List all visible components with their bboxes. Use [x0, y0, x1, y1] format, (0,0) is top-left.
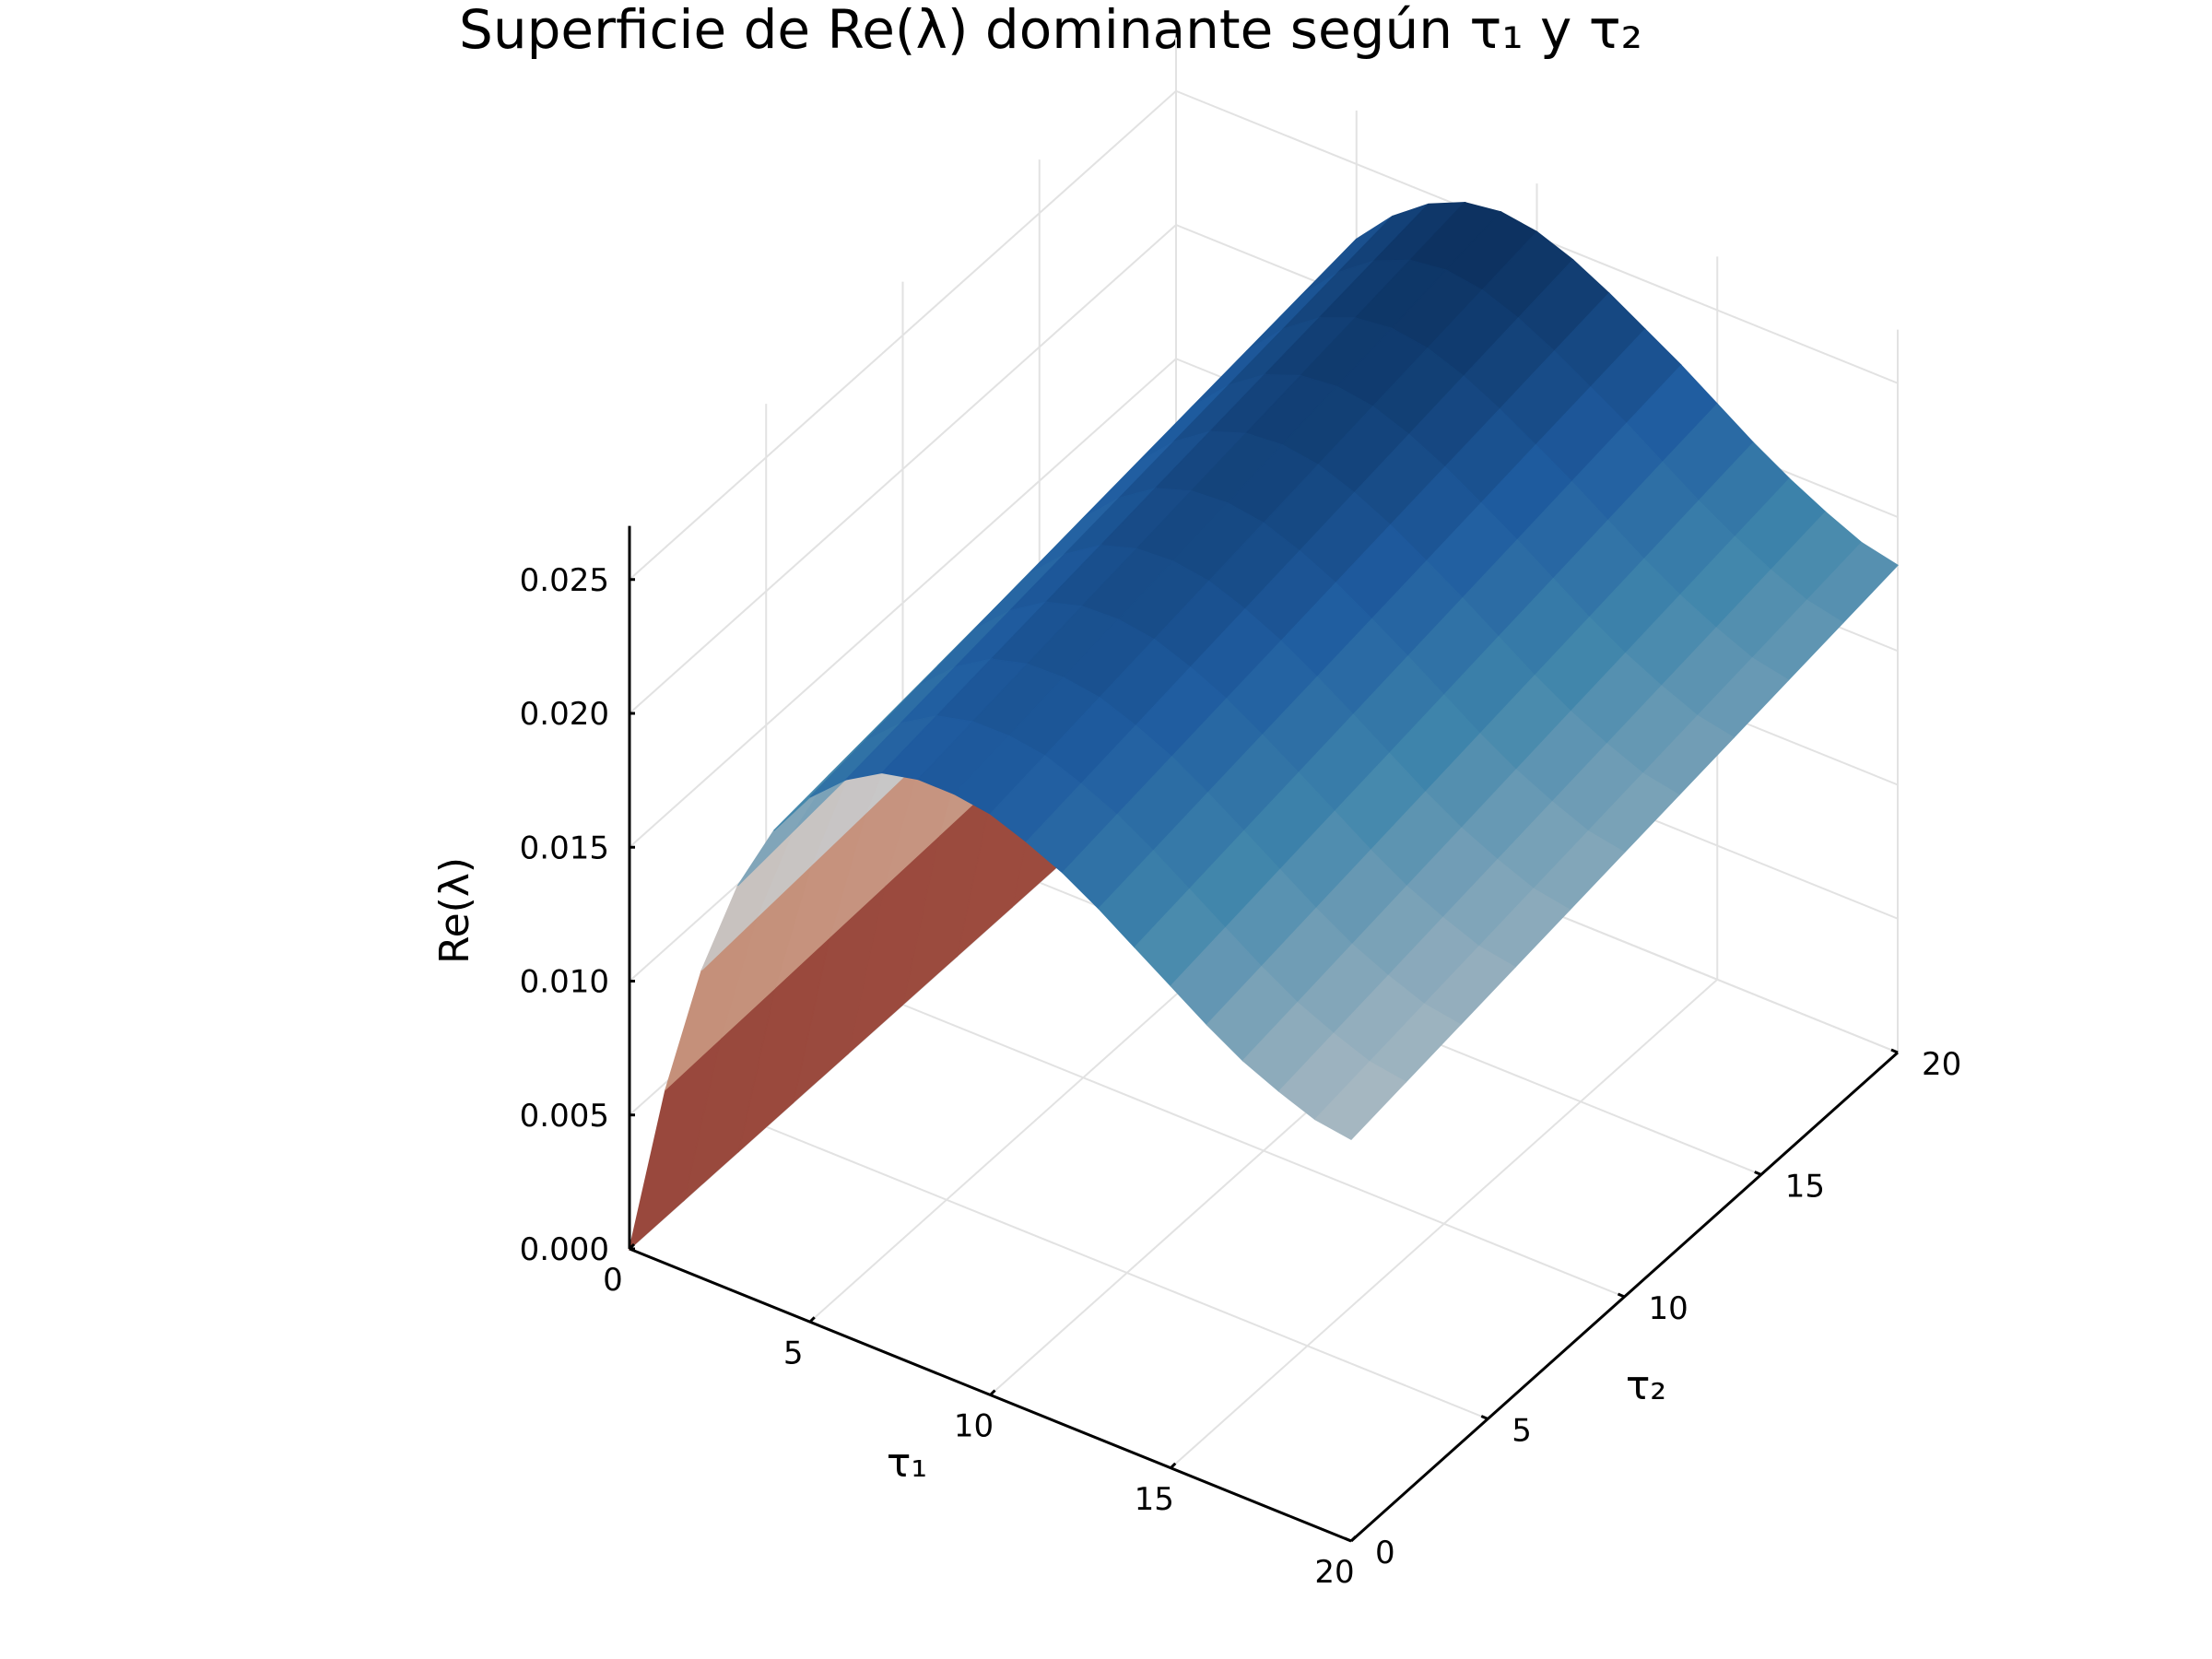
grid-line	[629, 224, 1177, 714]
y-tick-mark	[1480, 1415, 1488, 1420]
x-tick-label: 15	[1135, 1481, 1174, 1518]
x-tick-label: 20	[1314, 1554, 1354, 1591]
y-tick-label: 10	[1649, 1290, 1688, 1327]
x-tick-label: 5	[783, 1335, 804, 1371]
y-tick-mark	[1617, 1292, 1626, 1299]
y-tick-mark	[1890, 1048, 1899, 1054]
chart-title: Superficie de Re(λ) dominante según τ₁ y…	[459, 0, 1642, 61]
z-axis-label: Re(λ)	[431, 857, 478, 964]
x-tick-mark	[808, 1316, 816, 1324]
x-axis-label: τ₁	[887, 1440, 927, 1487]
x-tick-label: 10	[954, 1408, 994, 1445]
surface-patch	[1313, 1061, 1407, 1141]
z-tick-label: 0.010	[520, 964, 609, 1001]
z-tick-label: 0.005	[520, 1098, 609, 1135]
axes-layer: 0.000 0.005 0.010 0.015 0.020 0.025 0 5 10 15 20 0 5…	[520, 525, 1961, 1591]
x-tick-mark	[989, 1389, 996, 1396]
y-tick-label: 15	[1785, 1169, 1825, 1206]
y-tick-label: 20	[1922, 1046, 1961, 1083]
y-tick-label: 5	[1512, 1413, 1532, 1450]
z-tick-label: 0.020	[520, 696, 609, 733]
z-tick-label: 0.000	[520, 1231, 609, 1268]
x-tick-mark	[1170, 1462, 1177, 1469]
z-tick-label: 0.015	[520, 830, 609, 866]
y-tick-mark	[1344, 1536, 1352, 1543]
x-tick-mark	[1349, 1535, 1358, 1543]
grid-line	[902, 1004, 1625, 1298]
grid-line	[629, 90, 1177, 581]
x-tick-label: 0	[603, 1262, 623, 1299]
grid-line	[629, 358, 1177, 848]
y-tick-mark	[1754, 1171, 1762, 1176]
x-tick-mark	[628, 1242, 636, 1251]
z-tick-label: 0.025	[520, 562, 609, 599]
surface-layer	[629, 202, 1899, 1251]
y-axis-label: τ₂	[1626, 1362, 1666, 1409]
grid-line	[765, 1125, 1488, 1420]
y-tick-label: 0	[1375, 1535, 1395, 1571]
